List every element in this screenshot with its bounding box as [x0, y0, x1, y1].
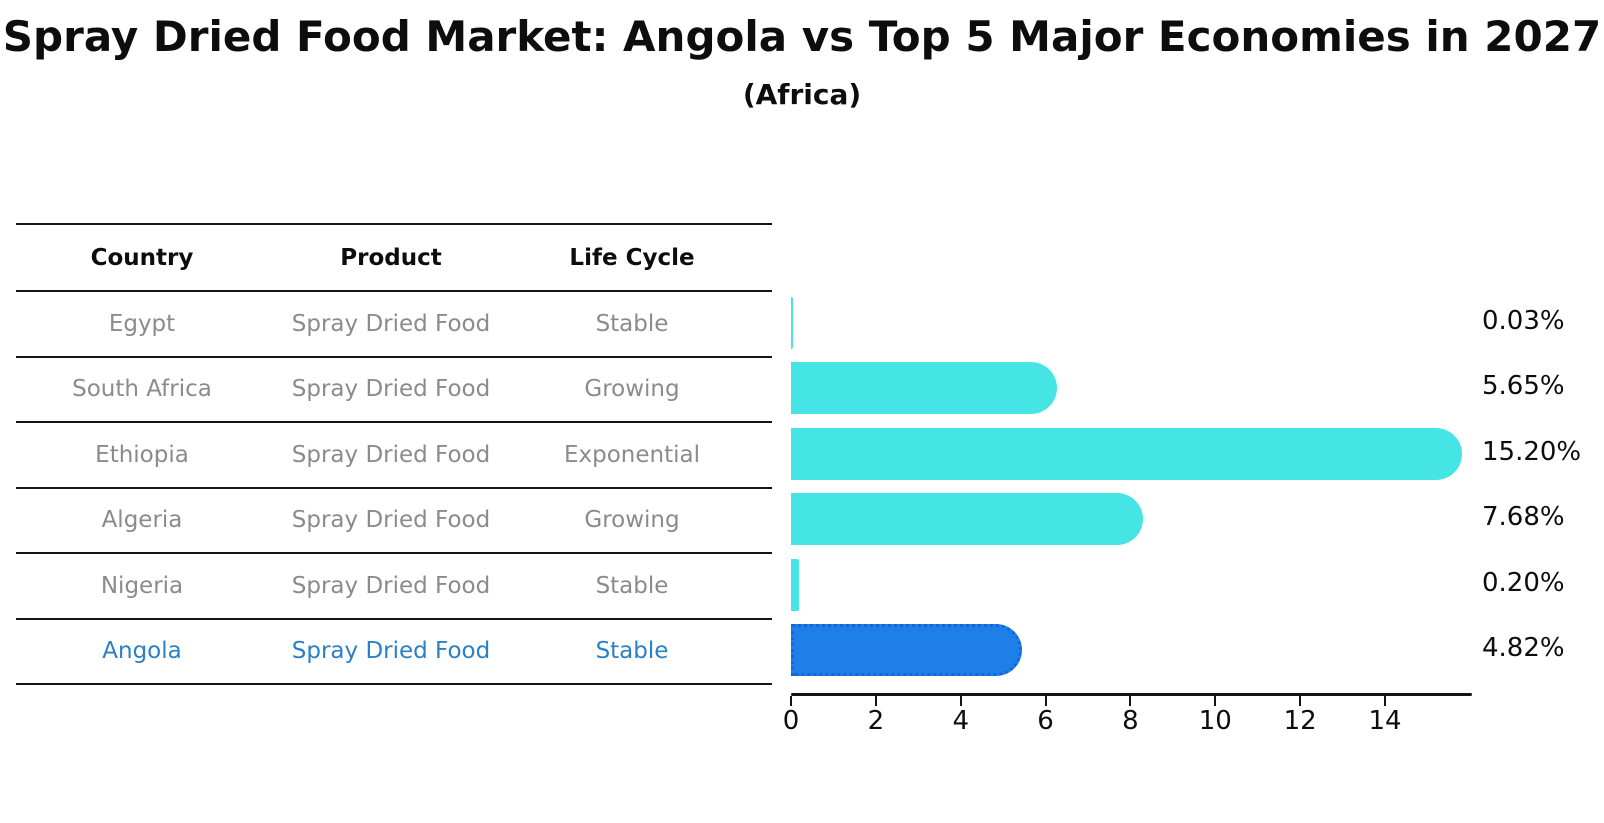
table-cell-product: Spray Dried Food — [291, 376, 491, 403]
table-cell-product: Spray Dried Food — [291, 441, 491, 468]
table-bottom-border — [16, 683, 772, 685]
chart-title: Spray Dried Food Market: Angola vs Top 5… — [2, 12, 1602, 61]
table-cell-country: Nigeria — [100, 572, 184, 599]
table-row: Algeria Spray Dried Food Growing — [16, 486, 772, 553]
table-cell-product: Spray Dried Food — [291, 310, 491, 337]
bar-south-africa — [791, 362, 1057, 415]
table-row: South Africa Spray Dried Food Growing — [16, 355, 772, 422]
x-axis-tick — [1214, 696, 1217, 706]
bar-nigeria — [791, 558, 799, 611]
table-cell-life-cycle: Stable — [595, 572, 669, 599]
chart-subtitle: (Africa) — [742, 78, 862, 111]
table-cell-life-cycle: Stable — [595, 310, 669, 337]
bar-value-label: 0.03% — [1482, 305, 1565, 336]
x-axis-tick — [1044, 696, 1047, 706]
x-axis-tick — [790, 696, 792, 706]
table-cell-product: Spray Dried Food — [291, 638, 491, 665]
x-axis-tick — [959, 696, 962, 706]
table-cell-product: Spray Dried Food — [291, 507, 491, 534]
table-row: Egypt Spray Dried Food Stable — [16, 290, 772, 356]
x-axis-tick-label: 0 — [782, 706, 800, 736]
x-axis-tick — [874, 696, 877, 706]
x-axis-line — [791, 693, 1472, 696]
bar-value-label: 7.68% — [1482, 502, 1565, 533]
table-cell-country: South Africa — [72, 376, 212, 403]
table-row: Ethiopia Spray Dried Food Exponential — [16, 421, 772, 487]
bar-angola — [791, 624, 1022, 677]
table-row: Angola Spray Dried Food Stable — [16, 617, 772, 684]
bar-ethiopia — [791, 427, 1462, 480]
x-axis-tick — [1384, 696, 1387, 706]
table-cell-life-cycle: Growing — [584, 507, 680, 534]
bar-egypt — [791, 296, 793, 349]
x-axis-tick-label: 12 — [1283, 706, 1317, 736]
table-cell-product: Spray Dried Food — [291, 572, 491, 599]
table-header-cell: Product — [340, 244, 442, 271]
table-header-row: Country Product Life Cycle — [16, 223, 772, 290]
bar-value-label: 5.65% — [1482, 371, 1565, 402]
x-axis-tick-label: 10 — [1198, 706, 1232, 736]
table-cell-country: Angola — [102, 638, 182, 665]
table-cell-country: Ethiopia — [95, 441, 189, 468]
table-cell-country: Egypt — [108, 310, 176, 337]
x-axis-tick-label: 6 — [1037, 706, 1054, 736]
x-axis-tick-label: 4 — [952, 706, 969, 736]
x-axis-tick-label: 8 — [1122, 706, 1139, 736]
bar-value-label: 0.20% — [1482, 567, 1565, 598]
bar-value-label: 15.20% — [1482, 436, 1582, 467]
table-cell-life-cycle: Growing — [584, 376, 680, 403]
x-axis-tick — [1299, 696, 1302, 706]
table-cell-life-cycle: Exponential — [563, 441, 700, 468]
table-header-cell: Life Cycle — [569, 244, 695, 271]
table-header-cell: Country — [90, 244, 194, 271]
table-cell-life-cycle: Stable — [595, 638, 669, 665]
x-axis-tick-label: 14 — [1368, 706, 1402, 736]
bar-algeria — [791, 493, 1143, 546]
bar-value-label: 4.82% — [1482, 633, 1565, 664]
x-axis-tick-label: 2 — [867, 706, 885, 736]
table-row: Nigeria Spray Dried Food Stable — [16, 552, 772, 618]
table-cell-country: Algeria — [101, 507, 183, 534]
x-axis-tick — [1129, 696, 1132, 706]
